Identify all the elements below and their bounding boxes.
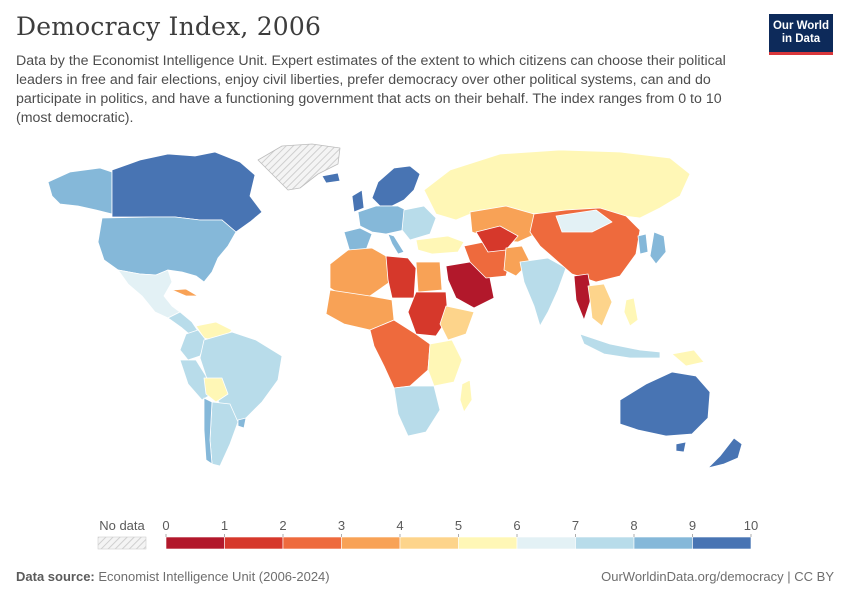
country-iberia[interactable]: [343, 227, 373, 253]
country-scandinavia[interactable]: [371, 165, 421, 207]
legend-tick-4: 4: [396, 518, 403, 533]
legend-bin-3-4[interactable]: [341, 536, 401, 550]
color-legend: No data 0 1 2 3 4 5 6 7 8 9 10: [97, 518, 758, 550]
country-colombia[interactable]: [179, 329, 207, 361]
country-madagascar[interactable]: [459, 379, 473, 413]
country-cuba[interactable]: [171, 288, 199, 297]
legend-bin-0-1[interactable]: [165, 536, 225, 550]
chart-title: Democracy Index, 2006: [16, 12, 322, 41]
country-southern-africa[interactable]: [393, 385, 441, 437]
legend-bin-9-10[interactable]: [692, 536, 752, 550]
country-alaska[interactable]: [47, 167, 113, 215]
country-png[interactable]: [671, 349, 705, 367]
legend-tick-10: 10: [744, 518, 758, 533]
legend-bin-4-5[interactable]: [399, 536, 459, 550]
source-url[interactable]: OurWorldinData.org/democracy | CC BY: [601, 569, 834, 584]
country-east-africa[interactable]: [427, 339, 463, 387]
legend-tick-3: 3: [338, 518, 345, 533]
country-indonesia[interactable]: [579, 333, 661, 359]
country-horn-africa[interactable]: [439, 305, 475, 341]
legend-bin-8-9[interactable]: [633, 536, 693, 550]
country-turkey[interactable]: [415, 235, 465, 255]
owid-logo[interactable]: Our World in Data: [769, 14, 833, 55]
country-northwest-africa[interactable]: [329, 247, 391, 299]
country-eastern-europe[interactable]: [401, 205, 437, 241]
country-mongolia[interactable]: [555, 209, 613, 233]
legend-tick-7: 7: [572, 518, 579, 533]
country-china[interactable]: [529, 207, 641, 283]
country-italy[interactable]: [387, 233, 405, 255]
country-southeast-asia[interactable]: [587, 283, 613, 327]
legend-bin-5-6[interactable]: [458, 536, 518, 550]
country-new-zealand[interactable]: [707, 437, 743, 469]
legend-tick-1: 1: [221, 518, 228, 533]
country-uruguay[interactable]: [237, 417, 247, 429]
country-russia[interactable]: [423, 149, 691, 221]
data-source-text[interactable]: Economist Intelligence Unit (2006-2024): [98, 569, 330, 584]
legend-no-data-label: No data: [99, 518, 145, 533]
country-mexico[interactable]: [117, 269, 181, 319]
legend-bin-6-7[interactable]: [516, 536, 576, 550]
country-chile[interactable]: [203, 397, 213, 465]
country-korea[interactable]: [637, 233, 649, 255]
legend-bin-2-3[interactable]: [282, 536, 342, 550]
logo-line-2: in Data: [781, 33, 821, 45]
country-argentina[interactable]: [209, 401, 239, 467]
data-source: Data source: Economist Intelligence Unit…: [16, 569, 330, 584]
country-afghanistan[interactable]: [475, 225, 519, 253]
legend-tick-9: 9: [689, 518, 696, 533]
legend-tick-8: 8: [630, 518, 637, 533]
data-source-label: Data source:: [16, 569, 95, 584]
logo-line-1: Our World: [772, 20, 829, 32]
country-sudan[interactable]: [407, 291, 449, 337]
country-myanmar[interactable]: [573, 273, 593, 321]
country-egypt[interactable]: [415, 261, 443, 293]
country-iceland[interactable]: [321, 172, 341, 184]
country-central-africa[interactable]: [369, 319, 431, 389]
legend-tick-0: 0: [162, 518, 169, 533]
legend-tick-2: 2: [279, 518, 286, 533]
country-uk[interactable]: [351, 189, 365, 213]
chart-subtitle: Data by the Economist Intelligence Unit.…: [16, 53, 726, 126]
country-australia[interactable]: [619, 371, 711, 437]
country-tasmania[interactable]: [675, 441, 687, 453]
country-india[interactable]: [519, 257, 567, 327]
legend-tick-5: 5: [455, 518, 462, 533]
country-bolivia[interactable]: [203, 377, 229, 403]
country-libya[interactable]: [385, 255, 417, 299]
legend-tick-6: 6: [513, 518, 520, 533]
country-greenland[interactable]: [257, 143, 341, 191]
world-map[interactable]: [0, 135, 850, 515]
country-philippines[interactable]: [623, 297, 639, 327]
legend-bin-7-8[interactable]: [575, 536, 635, 550]
legend-bin-1-2[interactable]: [224, 536, 284, 550]
legend-no-data-swatch[interactable]: [97, 536, 147, 550]
country-japan[interactable]: [649, 231, 667, 265]
